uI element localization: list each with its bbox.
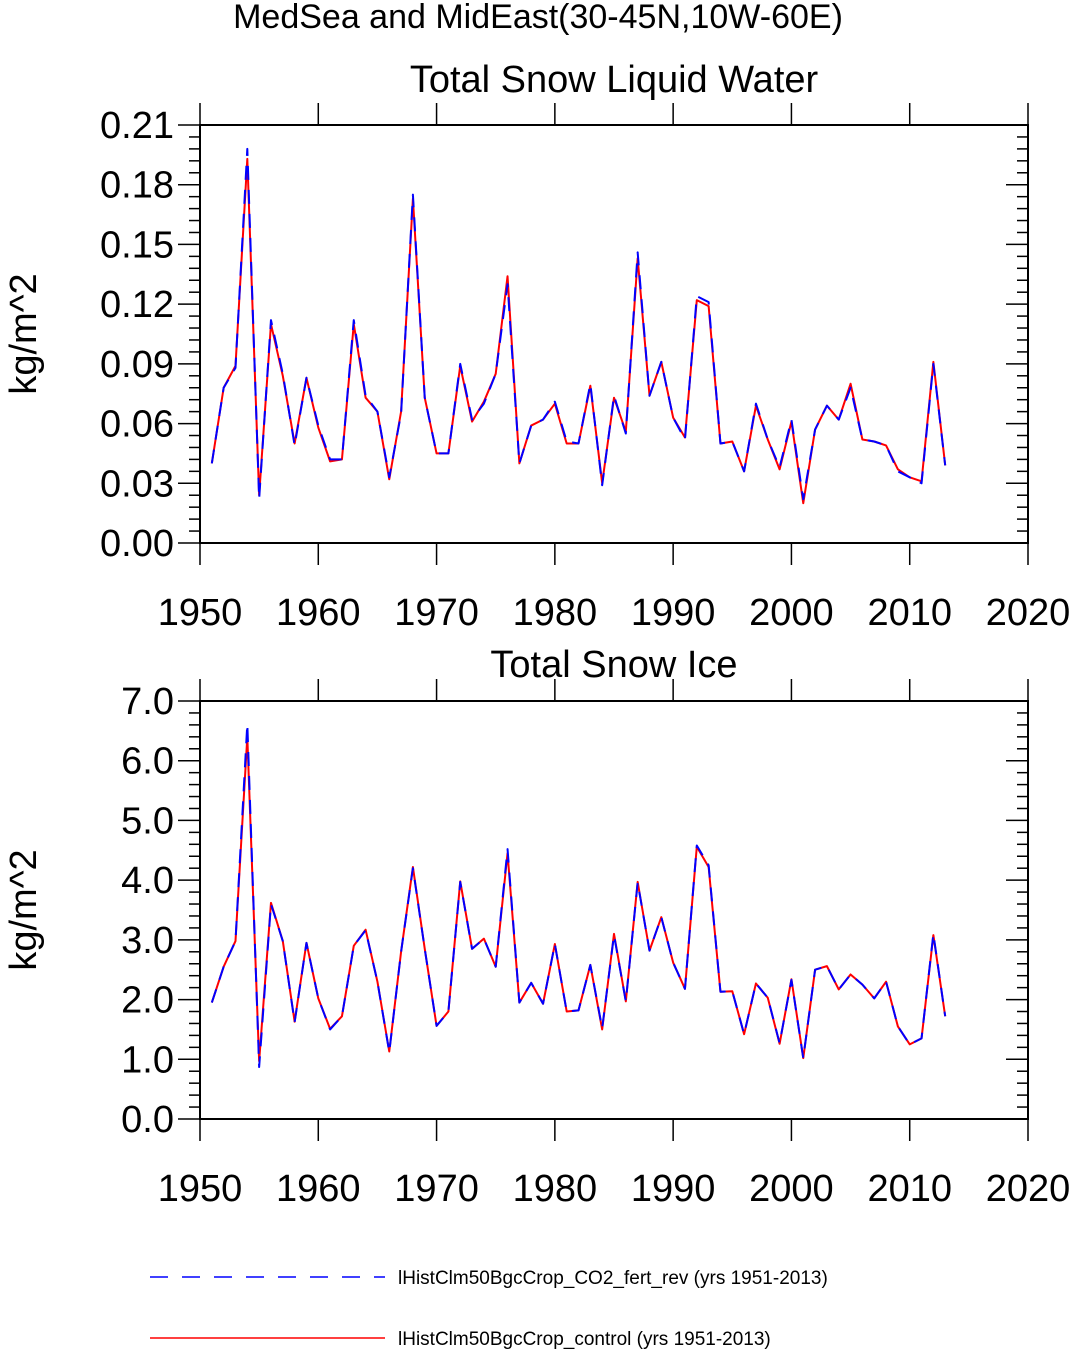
y-tick-label: 0.09 — [100, 344, 174, 386]
plot-frame — [199, 124, 1029, 544]
y-tick-label: 1.0 — [121, 1039, 174, 1081]
x-tick-label: 1980 — [513, 592, 598, 634]
chart-title: Total Snow Liquid Water — [410, 59, 819, 101]
y-tick-label: 0.03 — [100, 463, 174, 505]
y-tick-label: 0.15 — [100, 224, 174, 266]
chart-panel-2: Total Snow Ice kg/m^2 0.0 1.0 2.0 3.0 4.0 5.0 6.… — [3, 644, 1070, 1210]
x-tick-label: 1990 — [631, 1168, 716, 1210]
series-line-co2-fert-rev — [210, 722, 947, 1069]
y-tick-label: 2.0 — [121, 980, 174, 1022]
series-line-control — [210, 157, 947, 505]
series-line-control — [210, 735, 947, 1063]
y-tick-label: 4.0 — [121, 860, 174, 902]
legend-label-2: lHistClm50BgcCrop_control (yrs 1951-2013… — [398, 1329, 771, 1350]
x-tick-label: 2010 — [867, 1168, 952, 1210]
figure-title: MedSea and MidEast(30-45N,10W-60E) — [233, 0, 843, 36]
plot-frame — [199, 700, 1029, 1120]
y-tick-label: 3.0 — [121, 920, 174, 962]
y-tick-label: 7.0 — [121, 681, 174, 723]
y-axis-label: kg/m^2 — [3, 849, 45, 970]
x-tick-label: 1960 — [276, 592, 361, 634]
x-tick-label: 2000 — [749, 1168, 834, 1210]
y-tick-label: 0.06 — [100, 404, 174, 446]
y-tick-label: 6.0 — [121, 741, 174, 783]
chart-panels: Total Snow Liquid Water kg/m^2 0.00 0.03 0.0… — [3, 59, 1070, 1210]
series-line-co2-fert-rev — [210, 147, 947, 501]
legend-label-1: lHistClm50BgcCrop_CO2_fert_rev (yrs 1951… — [398, 1268, 828, 1289]
x-tick-label: 2020 — [986, 1168, 1071, 1210]
y-tick-label: 0.0 — [121, 1099, 174, 1141]
y-tick-label: 0.00 — [100, 523, 174, 565]
x-tick-label: 1950 — [158, 1168, 243, 1210]
chart-title: Total Snow Ice — [490, 644, 737, 686]
x-tick-label: 1970 — [394, 592, 479, 634]
legend: lHistClm50BgcCrop_CO2_fert_rev (yrs 1951… — [150, 1268, 828, 1350]
tick-marks — [178, 103, 1029, 565]
chart-panel-1: Total Snow Liquid Water kg/m^2 0.00 0.03 0.0… — [3, 59, 1070, 634]
tick-marks — [178, 679, 1029, 1141]
y-tick-label: 0.21 — [100, 105, 174, 147]
x-tick-label: 1980 — [513, 1168, 598, 1210]
y-tick-label: 0.12 — [100, 284, 174, 326]
x-tick-label: 1990 — [631, 592, 716, 634]
x-tick-label: 2010 — [867, 592, 952, 634]
y-axis-label: kg/m^2 — [3, 273, 45, 394]
x-tick-label: 1960 — [276, 1168, 361, 1210]
y-tick-label: 5.0 — [121, 800, 174, 842]
x-tick-label: 2020 — [986, 592, 1071, 634]
x-tick-label: 2000 — [749, 592, 834, 634]
x-tick-label: 1970 — [394, 1168, 479, 1210]
x-tick-label: 1950 — [158, 592, 243, 634]
y-tick-label: 0.18 — [100, 165, 174, 207]
